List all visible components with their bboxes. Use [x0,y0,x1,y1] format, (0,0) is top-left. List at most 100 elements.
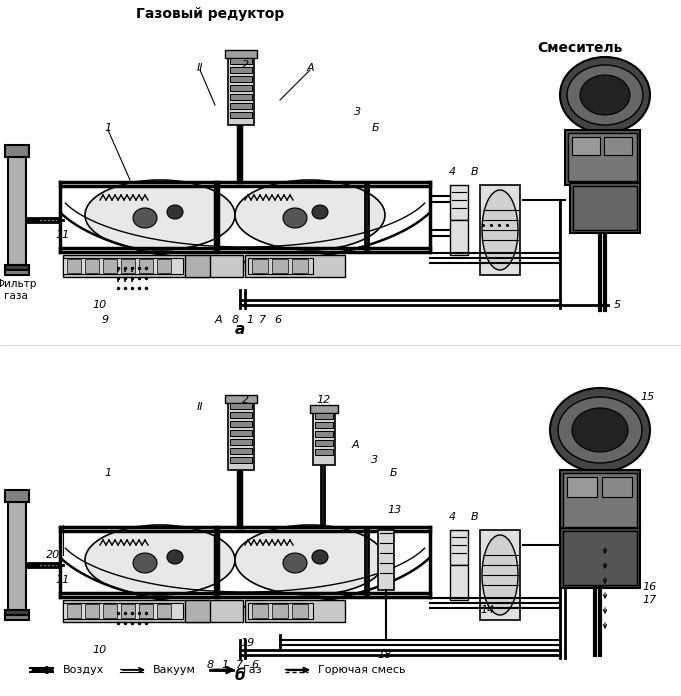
Text: 10: 10 [93,645,107,655]
Bar [568,133,637,181]
Text: 11: 11 [56,575,70,585]
Text: 1: 1 [104,468,112,478]
Bar [604,137,632,155]
Bar [63,603,183,619]
Bar [63,600,243,622]
Bar [230,58,252,64]
Bar [315,440,333,446]
Bar [565,130,640,185]
Text: Смеситель: Смеситель [537,41,622,55]
Bar [63,255,243,277]
Bar [5,610,29,615]
Bar [272,604,288,618]
Ellipse shape [133,553,157,573]
Bar [5,615,29,620]
Text: •: • [116,279,120,285]
Text: •: • [123,279,127,285]
Ellipse shape [133,208,157,228]
Ellipse shape [235,180,385,250]
Text: 14: 14 [481,605,495,615]
Bar [225,395,257,403]
Text: •: • [130,269,134,275]
Bar [8,500,26,610]
Text: •: • [130,279,134,285]
Bar [313,410,335,465]
Text: 13: 13 [388,505,402,515]
Bar [67,604,81,618]
Text: 18: 18 [378,650,392,660]
Text: 12: 12 [317,395,331,405]
Ellipse shape [482,535,518,615]
Bar [230,94,252,100]
Text: 8: 8 [206,660,214,670]
Text: 8: 8 [232,315,238,325]
Text: Горючая смесь: Горючая смесь [318,665,405,675]
Text: II: II [197,63,203,73]
Bar [157,604,171,618]
Text: Фильтр
газа: Фильтр газа [0,279,37,301]
Text: 16: 16 [643,582,657,592]
Bar [563,473,637,527]
Text: 4: 4 [448,512,456,522]
Ellipse shape [560,57,650,133]
Ellipse shape [235,525,385,595]
Bar [310,405,338,413]
Ellipse shape [312,550,328,564]
Ellipse shape [312,205,328,219]
Bar [67,259,81,273]
Bar [157,259,171,273]
Text: 11: 11 [56,230,70,240]
Bar [230,448,252,454]
Bar [230,76,252,82]
Bar [315,422,333,428]
Bar [228,55,254,125]
Text: 6: 6 [274,315,281,325]
Text: 17: 17 [643,595,657,605]
Bar [315,449,333,455]
Bar [480,185,520,275]
Text: 19: 19 [241,638,255,648]
Ellipse shape [167,205,183,219]
Bar [450,220,468,255]
Text: Б: Б [389,468,397,478]
Bar [230,430,252,436]
Bar [450,530,468,565]
Bar [230,403,252,409]
Bar [252,604,268,618]
Text: 10: 10 [93,300,107,310]
Bar [450,565,468,600]
Text: В: В [471,512,479,522]
Text: 1: 1 [104,123,112,133]
Text: 7: 7 [236,660,244,670]
Text: 1: 1 [247,315,253,325]
Bar [230,457,252,463]
Text: 20: 20 [46,550,60,560]
Bar [315,413,333,419]
Bar [121,604,135,618]
Bar [5,145,29,157]
Bar [225,50,257,58]
Text: Б: Б [371,123,379,133]
Bar [121,259,135,273]
Bar [185,600,210,622]
Bar [85,259,99,273]
Bar [480,530,520,620]
Bar [228,400,254,470]
Text: 7: 7 [259,315,266,325]
Text: 6: 6 [251,660,259,670]
Text: 3: 3 [354,107,362,117]
Bar [103,259,117,273]
Ellipse shape [580,75,630,115]
Ellipse shape [482,190,518,270]
Text: 15: 15 [641,392,655,402]
Bar [5,270,29,275]
Text: A: A [351,440,359,450]
Text: •: • [123,269,127,275]
Text: 2: 2 [242,395,249,405]
Bar [450,185,468,220]
Bar [245,600,345,622]
Ellipse shape [550,388,650,472]
Bar [570,183,640,233]
Text: 1: 1 [221,660,229,670]
Bar [252,259,268,273]
